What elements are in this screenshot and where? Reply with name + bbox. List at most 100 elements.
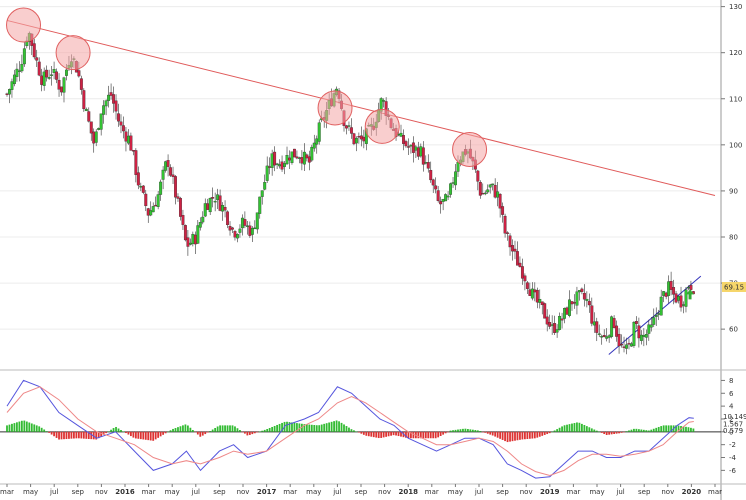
histogram-bar-positive [558,427,561,432]
candle-bullish [610,316,614,337]
candle-bearish [508,235,512,248]
price-tick-label: 100 [729,141,742,149]
histogram-bar-negative [600,431,603,433]
histogram-bar-negative [618,431,620,434]
histogram-bar-negative [85,431,88,439]
candle-bullish [687,287,690,289]
histogram-bar-positive [340,422,343,432]
histogram-bar-positive [355,431,358,432]
histogram-bar-positive [323,423,326,432]
histogram-bar-positive [6,425,8,432]
candle-bearish [171,174,175,177]
time-tick-label: sep [72,488,85,496]
time-tick-label: sep [638,488,651,496]
histogram-bar-positive [266,429,269,432]
candle-bullish [312,142,316,149]
histogram-bar-negative [481,431,484,433]
histogram-bar-negative [370,431,373,437]
candle-bearish [411,142,415,153]
candle-bearish [169,167,172,176]
time-tick-label: may [165,488,180,496]
candle-bullish [8,89,11,95]
histogram-bar-positive [320,424,323,432]
histogram-bar-positive [598,431,601,433]
candle-bearish [112,94,116,104]
price-tick-label: 60 [729,326,738,334]
candle-bullish [275,163,279,165]
candle-bullish [677,296,680,301]
candle-bearish [92,131,96,144]
candle-bearish [174,176,177,198]
histogram-bar-positive [593,429,596,432]
candle-bullish [149,210,153,216]
price-tick-label: 90 [729,187,738,195]
candle-bearish [268,166,272,168]
candle-bearish [617,333,621,347]
histogram-bar-negative [392,431,395,436]
histogram-bar-positive [625,431,628,432]
candle-bearish [595,321,599,333]
histogram-bar-negative [142,431,145,440]
time-tick-label: sep [355,488,368,496]
candle-bearish [109,92,113,96]
candle-bullish [451,182,455,184]
histogram-bar-negative [65,431,68,440]
histogram-bar-positive [214,427,217,432]
candle-bearish [528,289,532,296]
price-tick-label: 120 [729,49,742,57]
candle-bullish [201,216,205,223]
histogram-bar-negative [196,431,199,435]
histogram-bar-positive [276,424,279,432]
histogram-bar-negative [390,431,392,436]
candle-bullish [253,227,257,230]
histogram-bar-positive [454,429,457,432]
histogram-bar-negative [387,431,390,437]
histogram-bar-positive [122,431,125,433]
candle-bearish [525,282,529,289]
histogram-bar-positive [578,422,581,432]
histogram-bar-positive [296,423,298,432]
histogram-bar-positive [298,423,301,432]
candle-bullish [424,162,428,164]
candle-bearish [82,90,86,110]
candle-bearish [136,172,140,186]
candle-bullish [441,199,445,202]
histogram-bar-positive [107,431,110,432]
candle-bullish [530,288,534,299]
candle-bullish [456,162,460,172]
histogram-bar-negative [514,431,516,441]
candle-bearish [573,302,576,304]
candle-bullish [630,343,633,347]
candle-bullish [258,196,262,214]
histogram-bar-negative [382,431,385,438]
candle-bullish [600,336,604,338]
histogram-bar-positive [459,429,462,432]
histogram-bar-negative [533,431,536,439]
candle-bullish [486,189,490,193]
histogram-bar-negative [610,431,613,435]
candle-bullish [558,315,562,330]
histogram-bar-negative [362,431,365,435]
candle-bearish [535,290,539,303]
candle-bearish [349,127,353,134]
candle-bearish [669,281,673,290]
histogram-bar-positive [18,421,21,432]
candle-bearish [141,185,145,193]
histogram-bar-positive [677,425,680,432]
histogram-bar-positive [8,424,11,432]
candle-bearish [55,71,59,80]
histogram-bar-negative [489,431,492,435]
candle-bullish [563,308,566,319]
candle-bearish [146,208,150,216]
candle-bullish [97,128,101,130]
histogram-bar-negative [201,431,204,436]
histogram-bar-negative [511,431,514,442]
histogram-bar-positive [313,425,316,432]
histogram-bar-positive [172,428,174,432]
histogram-bar-positive [350,429,353,432]
candle-bearish [543,303,547,319]
candle-bullish [191,233,195,245]
histogram-bar-negative [496,431,499,438]
time-tick-label: 2019 [540,488,560,496]
histogram-bar-negative [410,431,412,439]
